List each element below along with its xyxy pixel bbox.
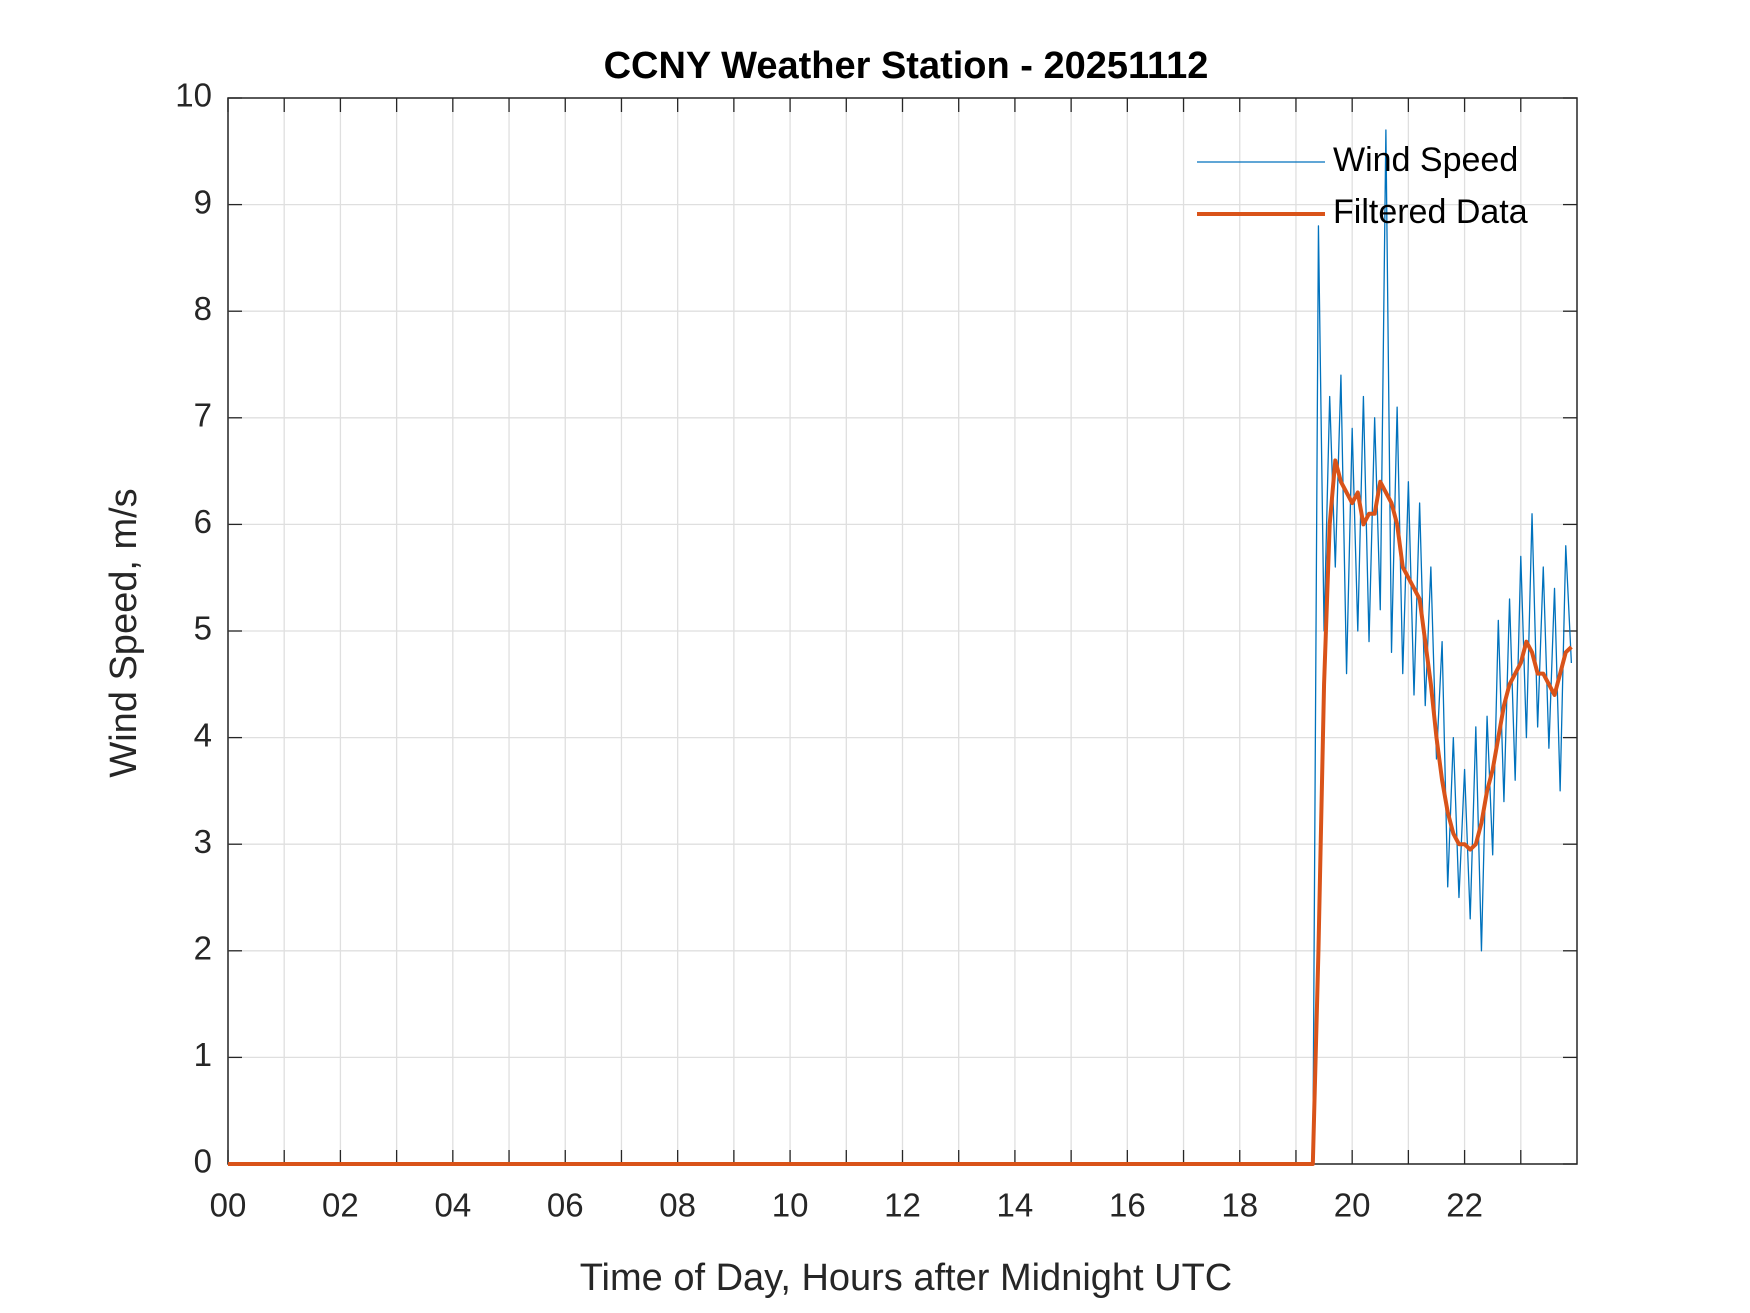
legend-label: Wind Speed xyxy=(1333,141,1518,179)
y-tick-label: 1 xyxy=(194,1036,212,1073)
data-line xyxy=(228,129,1573,1165)
x-tick-label: 08 xyxy=(659,1187,696,1224)
y-tick-label: 4 xyxy=(194,716,212,753)
y-tick-label: 6 xyxy=(194,503,212,540)
legend-label: Filtered Data xyxy=(1333,193,1528,231)
y-tick-label: 3 xyxy=(194,823,212,860)
y-tick-label: 0 xyxy=(194,1143,212,1180)
x-tick-label: 02 xyxy=(322,1187,359,1224)
x-tick-label: 16 xyxy=(1109,1187,1146,1224)
x-tick-label: 14 xyxy=(997,1187,1034,1224)
y-tick-label: 2 xyxy=(194,930,212,967)
x-tick-label: 12 xyxy=(884,1187,921,1224)
y-tick-label: 10 xyxy=(175,77,212,114)
y-tick-label: 7 xyxy=(194,397,212,434)
y-tick-label: 8 xyxy=(194,290,212,327)
y-tick-label: 9 xyxy=(194,183,212,220)
chart-title: CCNY Weather Station - 20251112 xyxy=(604,45,1209,87)
x-tick-label: 06 xyxy=(547,1187,584,1224)
x-tick-label: 04 xyxy=(434,1187,471,1224)
y-axis-label: Wind Speed, m/s xyxy=(103,488,145,777)
x-tick-label: 22 xyxy=(1446,1187,1483,1224)
x-tick-label: 00 xyxy=(210,1187,247,1224)
y-tick-label: 5 xyxy=(194,610,212,647)
data-line xyxy=(228,458,1573,1166)
x-tick-label: 18 xyxy=(1221,1187,1258,1224)
x-tick-label: 10 xyxy=(772,1187,809,1224)
x-axis-label: Time of Day, Hours after Midnight UTC xyxy=(580,1257,1233,1299)
x-tick-label: 20 xyxy=(1334,1187,1371,1224)
